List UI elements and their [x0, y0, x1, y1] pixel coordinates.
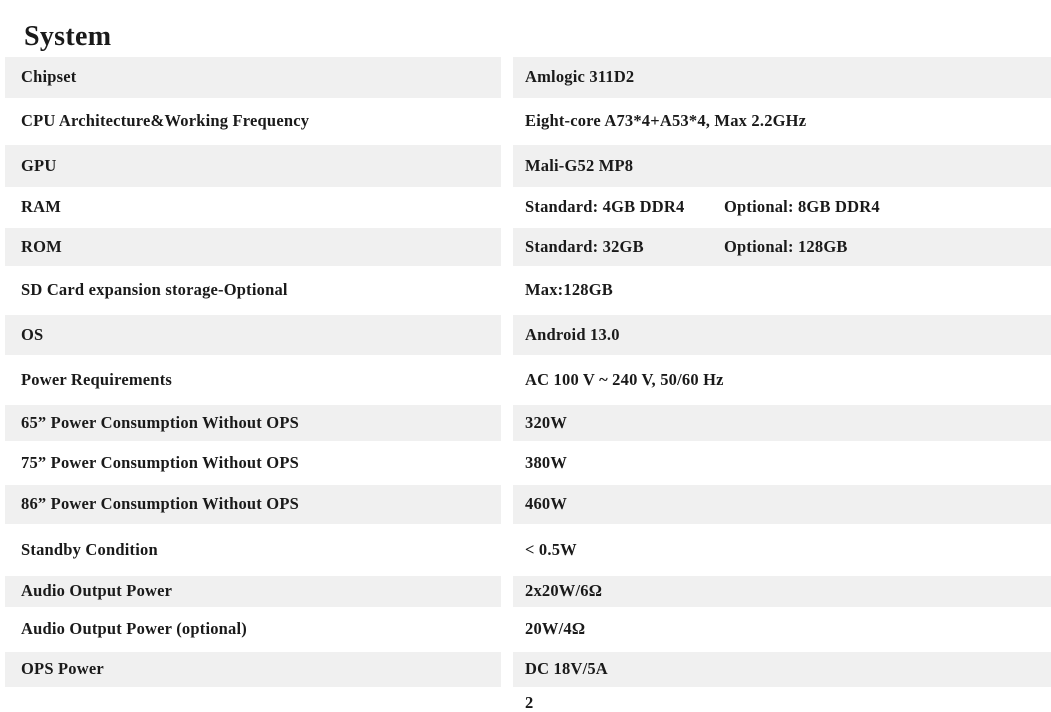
- spec-value-standard: Standard: 32GB: [525, 236, 644, 256]
- spec-value-cell: 2x20W/6Ω: [513, 576, 1051, 607]
- spec-value: Android 13.0: [525, 324, 620, 344]
- spec-value-cell: Eight-core A73*4+A53*4, Max 2.2GHz: [513, 98, 1051, 145]
- spec-label: Audio Output Power: [21, 581, 173, 601]
- spec-label: SD Card expansion storage-Optional: [21, 280, 288, 300]
- spec-value: Mali-G52 MP8: [525, 155, 634, 175]
- table-row-audio-output: Audio Output Power 2x20W/6Ω: [0, 576, 1051, 607]
- spec-value: 380W: [525, 452, 568, 472]
- spec-label-cell: 75” Power Consumption Without OPS: [5, 441, 501, 485]
- table-row-ram: RAM Standard: 4GB DDR4 Optional: 8GB DDR4: [0, 187, 1051, 228]
- spec-value-cell: 460W: [513, 485, 1051, 524]
- spec-label-cell: 86” Power Consumption Without OPS: [5, 485, 501, 524]
- spec-value-cell: Android 13.0: [513, 315, 1051, 355]
- spec-value-clipped: 2: [525, 693, 534, 712]
- table-row-audio-output-optional: Audio Output Power (optional) 20W/4Ω: [0, 607, 1051, 652]
- spec-value: < 0.5W: [525, 539, 577, 559]
- spec-label-cell: OS: [5, 315, 501, 355]
- spec-label-cell: SD Card expansion storage-Optional: [5, 266, 501, 315]
- spec-value: Max:128GB: [525, 280, 613, 300]
- table-row-power-requirements: Power Requirements AC 100 V ~ 240 V, 50/…: [0, 355, 1051, 405]
- spec-value-cell: AC 100 V ~ 240 V, 50/60 Hz: [513, 355, 1051, 405]
- spec-value: AC 100 V ~ 240 V, 50/60 Hz: [525, 369, 724, 389]
- spec-label-cell: [5, 687, 501, 707]
- spec-value-cell: 320W: [513, 405, 1051, 441]
- page-title: System: [24, 20, 112, 52]
- spec-value-optional: Optional: 128GB: [724, 236, 848, 256]
- spec-value-cell: DC 18V/5A: [513, 652, 1051, 687]
- spec-value: 460W: [525, 494, 568, 514]
- spec-label-cell: RAM: [5, 187, 501, 228]
- spec-label: GPU: [21, 155, 57, 175]
- spec-label: CPU Architecture&Working Frequency: [21, 111, 310, 131]
- table-row-75-power: 75” Power Consumption Without OPS 380W: [0, 441, 1051, 485]
- spec-value-cell: 2: [513, 687, 1051, 711]
- table-row-sd-card: SD Card expansion storage-Optional Max:1…: [0, 266, 1051, 315]
- spec-label: Chipset: [21, 67, 77, 87]
- spec-label-cell: Audio Output Power: [5, 576, 501, 607]
- table-row-chipset: Chipset Amlogic 311D2: [0, 57, 1051, 98]
- table-row-86-power: 86” Power Consumption Without OPS 460W: [0, 485, 1051, 524]
- system-spec-table: Chipset Amlogic 311D2 CPU Architecture&W…: [0, 57, 1051, 711]
- spec-label: 86” Power Consumption Without OPS: [21, 494, 299, 514]
- spec-label: OPS Power: [21, 659, 104, 679]
- table-row-clipped: 2: [0, 687, 1051, 711]
- spec-label-cell: ROM: [5, 228, 501, 266]
- spec-value: 20W/4Ω: [525, 619, 586, 639]
- spec-label: Power Requirements: [21, 369, 173, 389]
- spec-value-cell: Standard: 32GB Optional: 128GB: [513, 228, 1051, 266]
- spec-value-optional: Optional: 8GB DDR4: [724, 197, 880, 217]
- spec-label-cell: GPU: [5, 145, 501, 187]
- spec-label: 75” Power Consumption Without OPS: [21, 452, 299, 472]
- spec-value-cell: < 0.5W: [513, 524, 1051, 576]
- spec-label-cell: OPS Power: [5, 652, 501, 687]
- spec-label-cell: Chipset: [5, 57, 501, 98]
- spec-value-cell: Amlogic 311D2: [513, 57, 1051, 98]
- spec-value: Amlogic 311D2: [525, 67, 635, 87]
- spec-value-cell: Mali-G52 MP8: [513, 145, 1051, 187]
- spec-value-standard: Standard: 4GB DDR4: [525, 197, 685, 217]
- spec-label: RAM: [21, 197, 62, 217]
- spec-value: Eight-core A73*4+A53*4, Max 2.2GHz: [525, 111, 807, 131]
- spec-label-cell: Power Requirements: [5, 355, 501, 405]
- spec-label: Audio Output Power (optional): [21, 619, 247, 639]
- spec-label: OS: [21, 324, 44, 344]
- spec-label: Standby Condition: [21, 539, 158, 559]
- table-row-65-power: 65” Power Consumption Without OPS 320W: [0, 405, 1051, 441]
- spec-label-cell: 65” Power Consumption Without OPS: [5, 405, 501, 441]
- spec-label-cell: Audio Output Power (optional): [5, 607, 501, 652]
- table-row-os: OS Android 13.0: [0, 315, 1051, 355]
- spec-value: 320W: [525, 412, 568, 432]
- table-row-ops-power: OPS Power DC 18V/5A: [0, 652, 1051, 687]
- table-row-rom: ROM Standard: 32GB Optional: 128GB: [0, 228, 1051, 266]
- spec-value-cell: 20W/4Ω: [513, 607, 1051, 652]
- spec-value: DC 18V/5A: [525, 659, 608, 679]
- spec-label: ROM: [21, 236, 62, 256]
- table-row-gpu: GPU Mali-G52 MP8: [0, 145, 1051, 187]
- spec-value-cell: 380W: [513, 441, 1051, 485]
- spec-label: 65” Power Consumption Without OPS: [21, 412, 299, 432]
- table-row-standby: Standby Condition < 0.5W: [0, 524, 1051, 576]
- spec-label-cell: CPU Architecture&Working Frequency: [5, 98, 501, 145]
- spec-value: 2x20W/6Ω: [525, 581, 603, 601]
- spec-label-cell: Standby Condition: [5, 524, 501, 576]
- spec-value-cell: Standard: 4GB DDR4 Optional: 8GB DDR4: [513, 187, 1051, 228]
- table-row-cpu: CPU Architecture&Working Frequency Eight…: [0, 98, 1051, 145]
- spec-value-cell: Max:128GB: [513, 266, 1051, 315]
